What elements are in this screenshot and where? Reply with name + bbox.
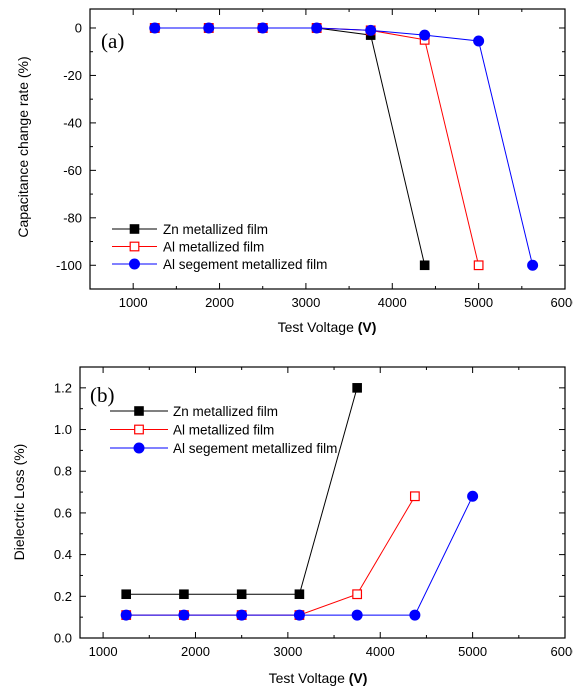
data-point — [121, 589, 131, 600]
data-point — [149, 22, 161, 34]
y-tick-label: 0 — [75, 20, 82, 35]
tick-marks — [80, 366, 566, 639]
y-tick-label: 0.6 — [54, 505, 72, 520]
series-line — [154, 27, 534, 266]
legend-marker — [129, 258, 140, 270]
x-axis-title-text: Test Voltage — [278, 319, 354, 335]
y-axis-title: Dielectric Loss (%) — [11, 444, 27, 561]
data-point — [294, 589, 305, 600]
data-point — [351, 609, 363, 621]
legend-marker — [134, 424, 144, 435]
x-axis-title: Test Voltage (V) — [269, 670, 368, 686]
data-point — [236, 589, 247, 600]
x-tick-label: 5000 — [458, 644, 487, 659]
data-point — [352, 589, 363, 600]
x-axis-title-unit: (V) — [358, 319, 377, 335]
panel-label: (b) — [90, 383, 115, 407]
data-point — [419, 29, 431, 41]
legend-marker — [129, 224, 140, 234]
legend-label: Al segement metallized film — [163, 257, 327, 272]
plot-frame — [89, 8, 566, 290]
tick-marks — [89, 9, 566, 290]
x-tick-label: 3000 — [291, 295, 320, 310]
plot-frame — [79, 366, 566, 639]
legend-label: Zn metallized film — [173, 404, 278, 419]
x-axis-title-unit: (V) — [349, 670, 368, 686]
legend-label: Al metallized film — [163, 240, 264, 255]
panel-label: (a) — [101, 29, 124, 53]
x-tick-label: 2000 — [205, 295, 234, 310]
y-tick-label: 0.8 — [54, 464, 72, 479]
y-tick-label: 0.4 — [54, 547, 72, 562]
y-tick-label: 0.2 — [54, 589, 72, 604]
x-tick-label: 2000 — [181, 644, 210, 659]
data-point — [409, 609, 421, 621]
series-markers — [120, 383, 479, 621]
data-point — [473, 35, 485, 47]
y-tick-label: -80 — [63, 210, 82, 225]
legend: Zn metallized film Al metallized film Al s… — [110, 404, 337, 456]
data-point — [409, 491, 420, 502]
legend: Zn metallized film Al metallized film Al s… — [112, 222, 327, 272]
y-tick-label: -40 — [63, 115, 82, 130]
data-point — [365, 24, 377, 36]
x-tick-label: 1000 — [89, 644, 118, 659]
x-tick-label: 4000 — [378, 295, 407, 310]
y-tick-label: -100 — [56, 258, 82, 273]
y-tick-label: -20 — [63, 68, 82, 83]
x-axis-title-text: Test Voltage — [269, 670, 345, 686]
x-tick-label: 4000 — [366, 644, 395, 659]
data-point — [527, 259, 539, 271]
x-tick-label: 1000 — [119, 295, 148, 310]
data-point — [178, 609, 190, 621]
y-axis-title: Capacitance change rate (%) — [15, 56, 31, 237]
legend-marker — [134, 406, 144, 416]
data-point — [419, 260, 430, 271]
data-point — [179, 589, 189, 600]
data-point — [352, 383, 362, 393]
y-tick-label: 0.0 — [54, 631, 72, 646]
data-point — [257, 22, 269, 34]
legend-label: Zn metallized film — [163, 222, 268, 237]
x-tick-label: 5000 — [464, 295, 493, 310]
data-point — [120, 609, 132, 621]
x-tick-label: 3000 — [273, 644, 302, 659]
legend-marker — [129, 241, 140, 252]
data-point — [293, 609, 305, 621]
series-markers — [149, 22, 539, 271]
data-point — [311, 22, 323, 34]
legend-marker — [133, 442, 145, 454]
x-axis-title: Test Voltage (V) — [278, 319, 377, 335]
y-tick-label: 1.2 — [54, 380, 72, 395]
data-point — [203, 22, 215, 34]
legend-label: Al metallized film — [173, 423, 274, 438]
data-point — [467, 490, 479, 502]
data-point — [236, 609, 248, 621]
legend-label: Al segement metallized film — [173, 441, 337, 456]
series-line — [126, 495, 416, 616]
y-tick-label: -60 — [63, 163, 82, 178]
data-point — [473, 260, 484, 271]
y-tick-label: 1.0 — [54, 422, 72, 437]
